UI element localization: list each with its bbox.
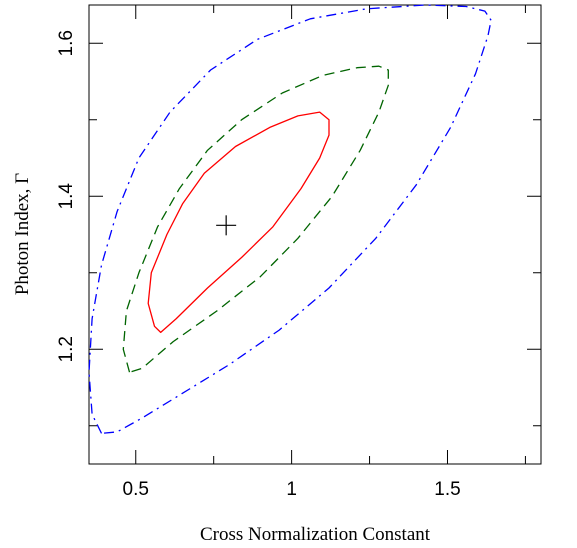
- ticks-layer: [89, 5, 541, 464]
- x-tick-label: 0.5: [123, 479, 149, 500]
- contour-line-1: [147, 111, 330, 334]
- x-tick-label: 1.5: [434, 479, 460, 500]
- y-tick-label: 1.6: [56, 30, 77, 56]
- y-tick-label: 1.2: [56, 336, 77, 362]
- x-axis-title: Cross Normalization Constant: [200, 524, 431, 545]
- x-tick-label: 1: [286, 479, 297, 500]
- contour-line-2: [122, 65, 389, 373]
- y-axis-title: Photon Index, Γ: [12, 173, 33, 295]
- marker-layer: [216, 215, 237, 236]
- plot-frame: [88, 4, 542, 465]
- contours-layer: [88, 4, 492, 435]
- tick-labels-layer: 0.5 1 1.5 1.2 1.4 1.6: [56, 30, 461, 500]
- y-tick-label: 1.4: [56, 183, 77, 210]
- contour-line-3: [88, 4, 492, 435]
